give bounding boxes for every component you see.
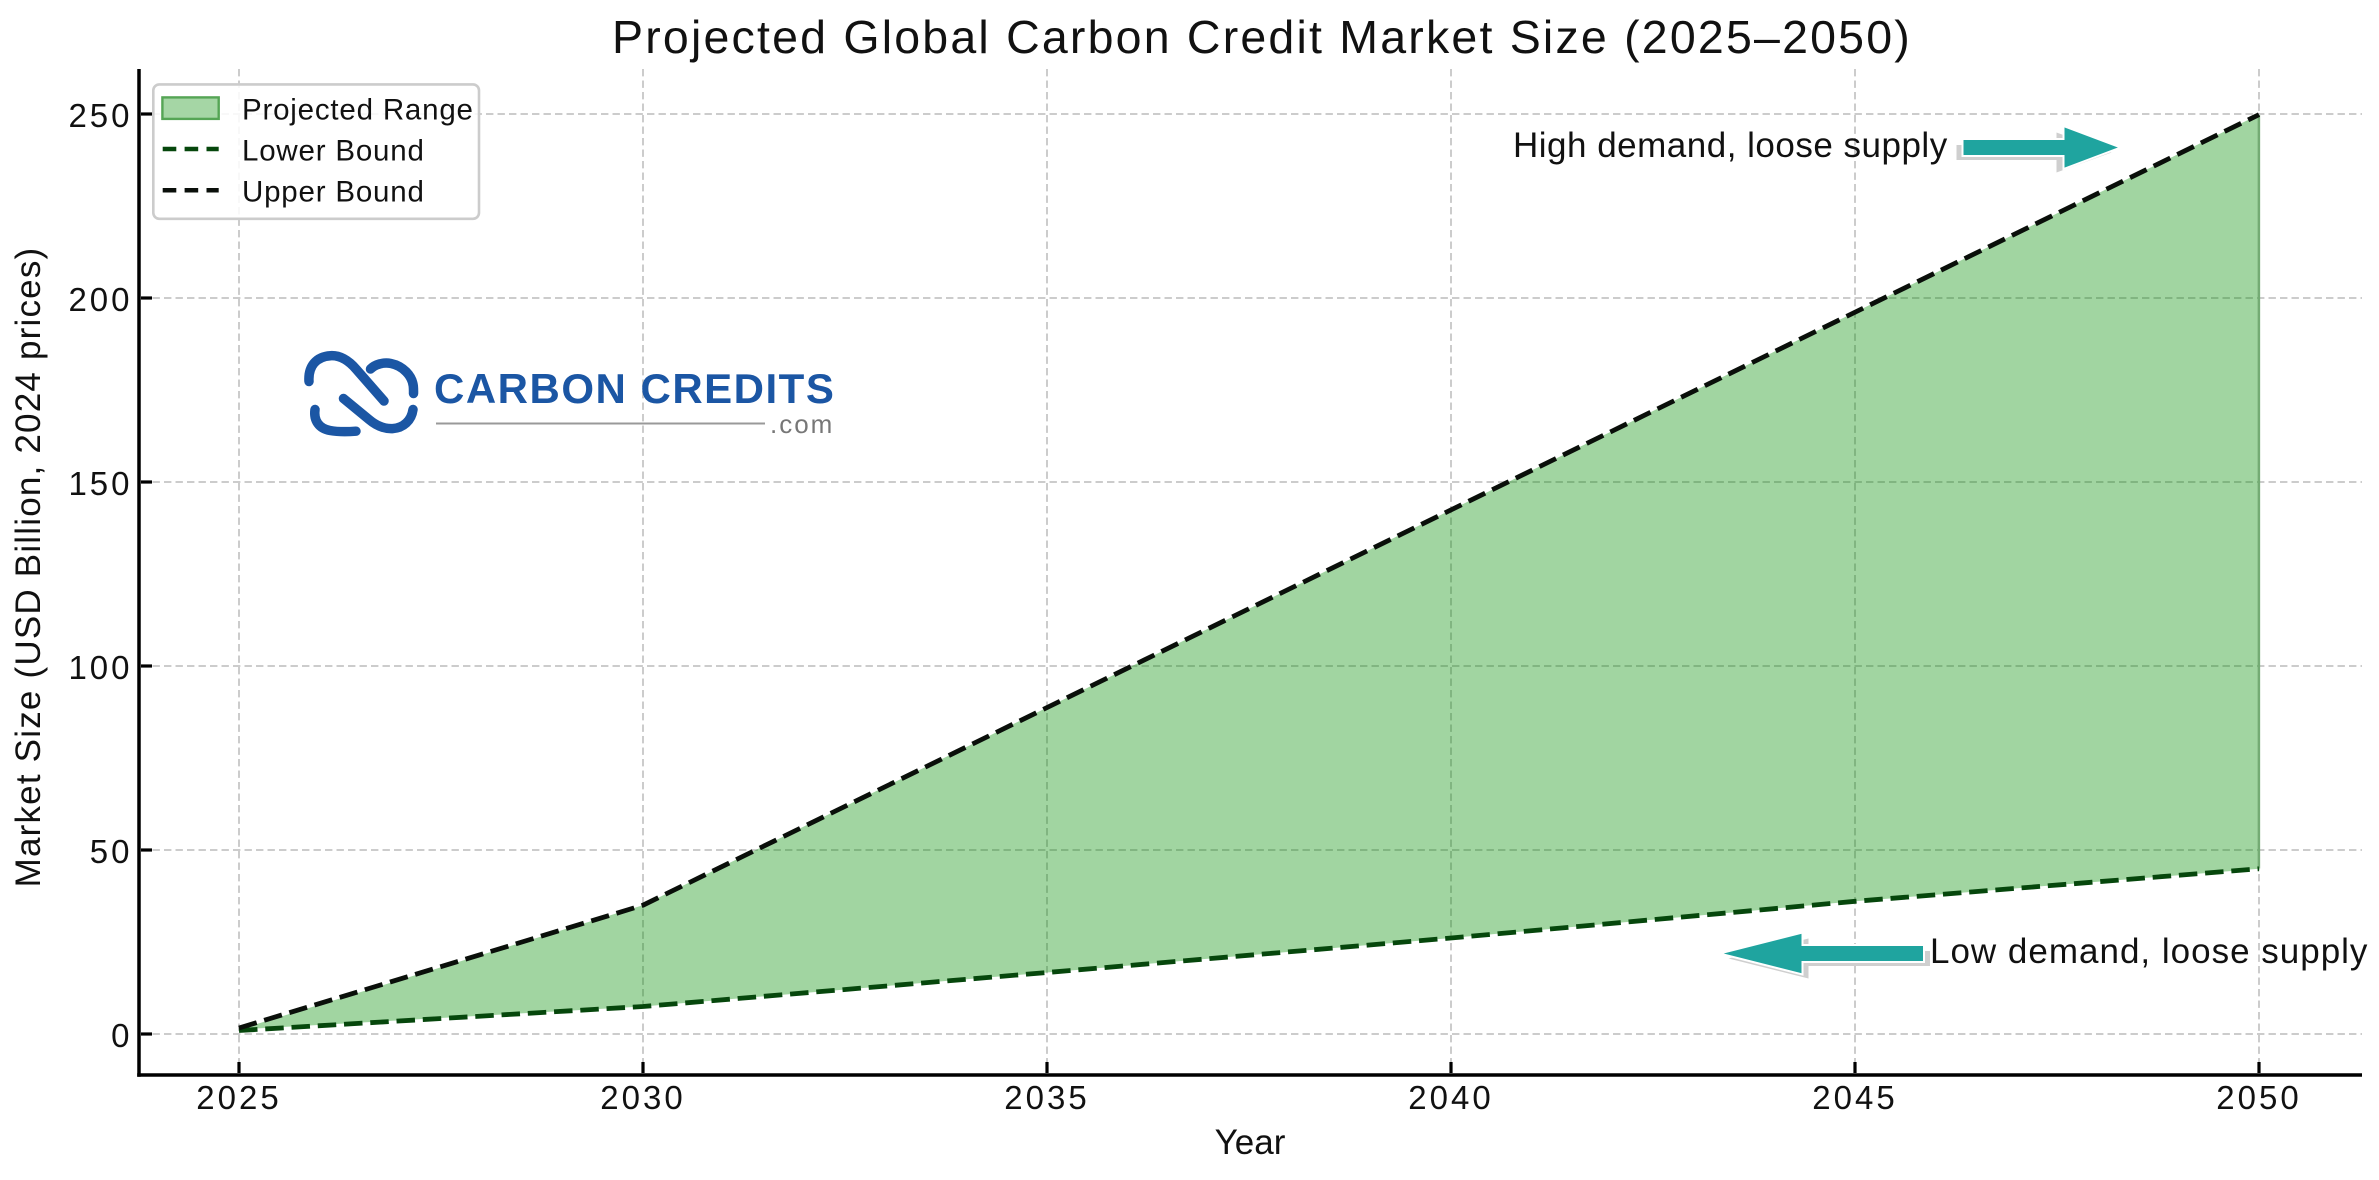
svg-text:100: 100	[68, 649, 132, 686]
svg-text:Year: Year	[1215, 1123, 1286, 1162]
svg-text:Upper Bound: Upper Bound	[242, 176, 425, 209]
svg-text:200: 200	[68, 281, 132, 318]
svg-text:0: 0	[111, 1017, 132, 1054]
svg-text:CARBON CREDITS: CARBON CREDITS	[434, 365, 835, 412]
svg-text:Projected Range: Projected Range	[242, 94, 474, 127]
svg-text:Lower Bound: Lower Bound	[242, 135, 425, 168]
svg-text:2050: 2050	[2216, 1079, 2301, 1116]
svg-text:2035: 2035	[1004, 1079, 1089, 1116]
svg-text:2030: 2030	[600, 1079, 685, 1116]
svg-text:.com: .com	[770, 409, 834, 439]
svg-text:Projected Global Carbon Credit: Projected Global Carbon Credit Market Si…	[612, 11, 1912, 63]
svg-text:150: 150	[68, 465, 132, 502]
svg-text:High demand, loose supply: High demand, loose supply	[1513, 126, 1948, 165]
svg-text:50: 50	[90, 833, 133, 870]
svg-text:250: 250	[68, 97, 132, 134]
svg-text:2025: 2025	[196, 1079, 281, 1116]
svg-text:2045: 2045	[1812, 1079, 1897, 1116]
svg-text:Low demand, loose supply: Low demand, loose supply	[1930, 932, 2368, 971]
svg-text:Market Size (USD Billion, 2024: Market Size (USD Billion, 2024 prices)	[9, 247, 48, 888]
svg-text:2040: 2040	[1408, 1079, 1493, 1116]
